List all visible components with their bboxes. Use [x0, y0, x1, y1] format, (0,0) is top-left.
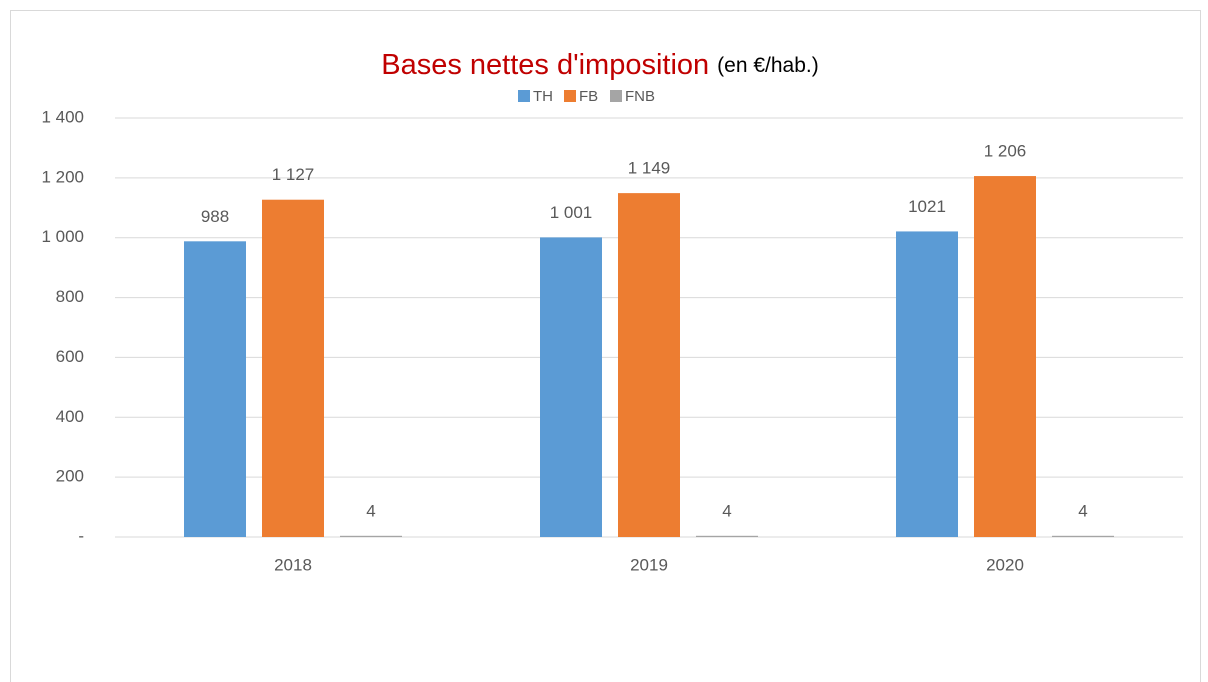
- bar: [540, 237, 602, 538]
- data-label: 4: [1078, 501, 1087, 520]
- data-label: 1 206: [984, 142, 1027, 161]
- data-label: 988: [201, 207, 229, 226]
- y-tick-label: 1 200: [41, 167, 84, 186]
- data-label: 4: [366, 501, 375, 520]
- y-tick-label: 1 400: [41, 107, 84, 126]
- data-label: 1 149: [628, 159, 671, 178]
- chart-heading: Bases nettes d'imposition (en €/hab.): [381, 49, 819, 81]
- x-tick-label: 2019: [630, 555, 668, 574]
- data-label: 1 127: [272, 165, 315, 184]
- y-tick-label: 600: [56, 347, 84, 366]
- x-tick-label: 2020: [986, 555, 1024, 574]
- legend-label: FNB: [625, 88, 655, 105]
- bar: [340, 535, 402, 537]
- chart-title: Bases nettes d'imposition: [381, 49, 709, 81]
- chart-subtitle: (en €/hab.): [717, 54, 819, 77]
- y-tick-label: -: [78, 526, 84, 545]
- y-tick-label: 200: [56, 467, 84, 486]
- legend-swatch: [564, 90, 576, 102]
- bar: [618, 193, 680, 537]
- bar: [262, 199, 324, 537]
- data-label: 1021: [908, 197, 946, 216]
- bar: [184, 241, 246, 537]
- y-tick-label: 800: [56, 287, 84, 306]
- bar: [696, 535, 758, 537]
- data-label: 1 001: [550, 203, 593, 222]
- x-tick-label: 2018: [274, 555, 312, 574]
- bar: [974, 176, 1036, 537]
- bar: [896, 231, 958, 537]
- legend-swatch: [610, 90, 622, 102]
- legend-label: FB: [579, 88, 598, 105]
- data-label: 4: [722, 501, 731, 520]
- bar: [1052, 535, 1114, 537]
- y-tick-label: 1 000: [41, 227, 84, 246]
- y-tick-label: 400: [56, 407, 84, 426]
- legend-swatch: [518, 90, 530, 102]
- legend-label: TH: [533, 88, 553, 105]
